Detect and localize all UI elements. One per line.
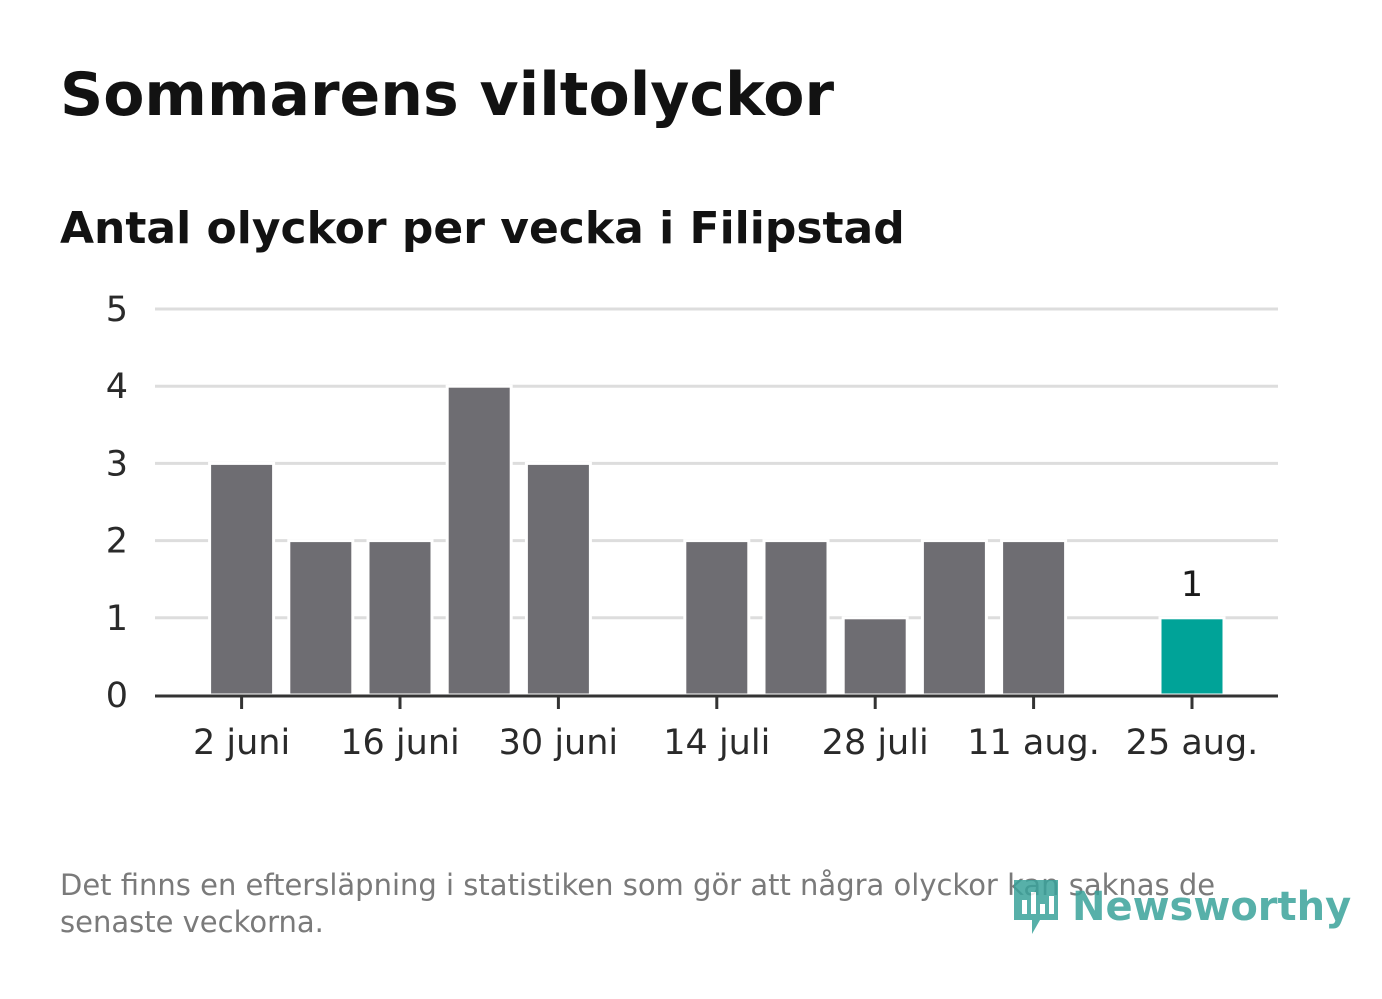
x-tick-label-6: 25 aug. [1126, 723, 1259, 763]
x-axis-ticks: 2 juni 16 juni 30 juni 14 juli 28 juli 11 aug… [193, 697, 1258, 763]
bar-12: 25 aug.: 1 [1158, 616, 1226, 697]
x-tick-label-0: 2 juni [193, 723, 290, 763]
bar-3: 23 juni: 4 [445, 384, 513, 697]
y-axis-ticks: 0 1 2 3 4 5 [106, 290, 128, 716]
bar-4: 30 juni: 3 [524, 461, 592, 697]
y-tick-label-2: 2 [106, 522, 128, 562]
y-tick-label-4: 4 [106, 367, 128, 407]
bar-10: 11 aug.: 2 [1000, 539, 1068, 697]
x-tick-label-1: 16 juni [340, 723, 459, 763]
chart-title: Sommarens viltolyckor [60, 60, 835, 130]
y-tick-label-1: 1 [106, 599, 128, 639]
chart-subtitle: Antal olyckor per vecka i Filipstad [60, 203, 905, 254]
bar-0: 2 juni: 3 [208, 461, 276, 697]
x-tick-label-4: 28 juli [822, 723, 929, 763]
bar-9: 4 aug.: 2 [920, 539, 988, 697]
x-tick-label-3: 14 juli [663, 723, 770, 763]
newsworthy-logo: Newsworthy [1010, 876, 1351, 938]
bar-chart: 0 1 2 3 4 5 2 juni: 39 juni: 216 juni: 223 ju… [106, 290, 1278, 763]
y-tick-label-0: 0 [106, 676, 128, 716]
bar-7: 21 juli: 2 [762, 539, 830, 697]
bar-2: 16 juni: 2 [366, 539, 434, 697]
x-tick-label-2: 30 juni [499, 723, 618, 763]
y-tick-label-5: 5 [106, 290, 128, 330]
data-label-12: 1 [1181, 565, 1203, 605]
bar-6: 14 juli: 2 [683, 539, 751, 697]
x-tick-label-5: 11 aug. [967, 723, 1100, 763]
newsworthy-logo-icon [1014, 880, 1058, 934]
bar-1: 9 juni: 2 [287, 539, 355, 697]
y-tick-label-3: 3 [106, 444, 128, 484]
bar-8: 28 juli: 1 [841, 616, 909, 697]
bars: 2 juni: 39 juni: 216 juni: 223 juni: 430… [208, 384, 1226, 697]
newsworthy-logo-text: Newsworthy [1072, 884, 1352, 930]
data-labels: 1 [1181, 565, 1203, 605]
